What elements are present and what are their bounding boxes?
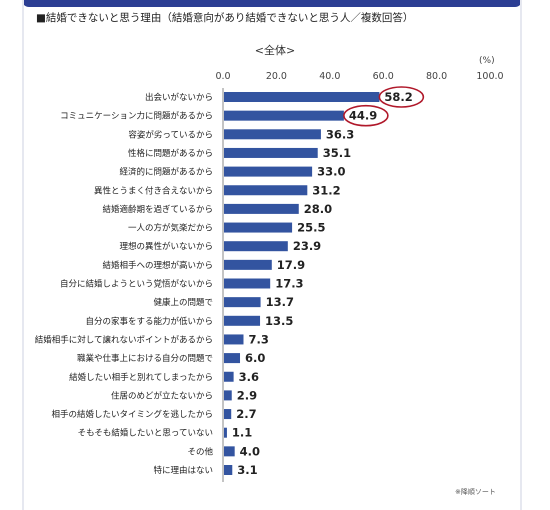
bar xyxy=(224,110,344,121)
value-label: 23.9 xyxy=(293,239,321,253)
category-label: 理想の異性がいないから xyxy=(119,241,213,252)
category-label: 容姿が劣っているから xyxy=(128,129,213,140)
category-label: 自分に結婚しようという覚悟がないから xyxy=(60,279,213,290)
bar xyxy=(224,166,313,177)
value-label: 58.2 xyxy=(384,90,412,104)
x-tick-label: 80.0 xyxy=(426,71,447,82)
bar xyxy=(224,409,232,420)
category-label: 特に理由はない xyxy=(153,465,213,476)
left-frame-border xyxy=(22,0,24,510)
value-label: 25.5 xyxy=(297,221,325,235)
category-label: 結婚適齢期を過ぎているから xyxy=(102,204,213,215)
top-frame-border xyxy=(22,0,522,7)
value-label: 2.9 xyxy=(237,388,257,402)
value-label: 1.1 xyxy=(232,426,252,440)
category-label: 住居のめどが立たないから xyxy=(111,390,213,401)
value-label: 36.3 xyxy=(326,127,354,141)
chart-heading: ■結婚できないと思う理由（結婚意向があり結婚できないと思う人／複数回答） xyxy=(36,12,414,24)
bar xyxy=(224,446,235,457)
value-label: 31.2 xyxy=(312,183,340,197)
category-label: コミュニケーション力に問題があるから xyxy=(60,111,213,122)
x-tick-label: 60.0 xyxy=(373,71,394,82)
value-label: 44.9 xyxy=(349,109,377,123)
bar xyxy=(224,278,271,289)
category-label: 性格に問題があるから xyxy=(128,148,213,159)
bar xyxy=(224,353,241,364)
bar xyxy=(224,185,308,196)
sort-note: ※降順ソート xyxy=(455,488,496,496)
x-tick-label: 100.0 xyxy=(476,71,503,82)
highlight-circle xyxy=(343,104,389,127)
bar xyxy=(224,334,244,345)
value-label: 13.5 xyxy=(265,314,293,328)
axis-unit-label: (%) xyxy=(479,56,495,66)
category-label: 自分の家事をする能力が低いから xyxy=(85,316,213,327)
bar xyxy=(224,92,380,102)
category-label: 結婚相手に対して譲れないポイントがあるから xyxy=(35,334,213,345)
value-label: 28.0 xyxy=(304,202,332,216)
chart-subtitle: <全体> xyxy=(254,44,296,57)
bar xyxy=(224,259,272,270)
bar xyxy=(224,222,293,233)
category-label: 出会いがないから xyxy=(145,92,213,103)
category-label: 異性とうまく付き合えないから xyxy=(94,185,213,196)
category-label: 結婚したい相手と別れてしまったから xyxy=(69,372,213,383)
value-label: 17.9 xyxy=(277,258,305,272)
bar xyxy=(224,241,288,252)
bar xyxy=(224,427,227,438)
category-label: 健康上の問題で xyxy=(153,297,213,308)
category-label: 一人の方が気楽だから xyxy=(128,223,213,234)
bar xyxy=(224,297,261,308)
bar xyxy=(224,203,299,214)
bar xyxy=(224,129,321,140)
value-label: 4.0 xyxy=(240,444,260,458)
x-tick-label: 40.0 xyxy=(319,71,340,82)
highlight-circle xyxy=(378,86,425,108)
bar xyxy=(224,390,232,401)
bar xyxy=(224,315,261,326)
category-label: 結婚相手への理想が高いから xyxy=(102,260,213,271)
value-label: 13.7 xyxy=(266,295,294,309)
category-label: そもそも結婚したいと思っていない xyxy=(78,428,213,439)
value-label: 7.3 xyxy=(248,332,268,346)
category-label: 相手の結婚したいタイミングを逃したから xyxy=(51,409,213,420)
bar xyxy=(224,147,318,158)
value-label: 33.0 xyxy=(317,165,345,179)
value-label: 3.1 xyxy=(237,463,257,477)
x-tick-label: 20.0 xyxy=(266,71,287,82)
right-frame-border xyxy=(520,0,522,510)
category-label: 職業や仕事上における自分の問題で xyxy=(77,353,213,364)
bar xyxy=(224,465,233,475)
category-label: その他 xyxy=(187,446,213,457)
value-label: 3.6 xyxy=(239,370,259,384)
x-tick-label: 0.0 xyxy=(215,71,230,82)
value-label: 6.0 xyxy=(245,351,265,365)
category-label: 経済的に問題があるから xyxy=(119,167,213,178)
bar xyxy=(224,371,234,382)
value-label: 2.7 xyxy=(236,407,256,421)
value-label: 35.1 xyxy=(323,146,351,160)
value-label: 17.3 xyxy=(275,277,303,291)
